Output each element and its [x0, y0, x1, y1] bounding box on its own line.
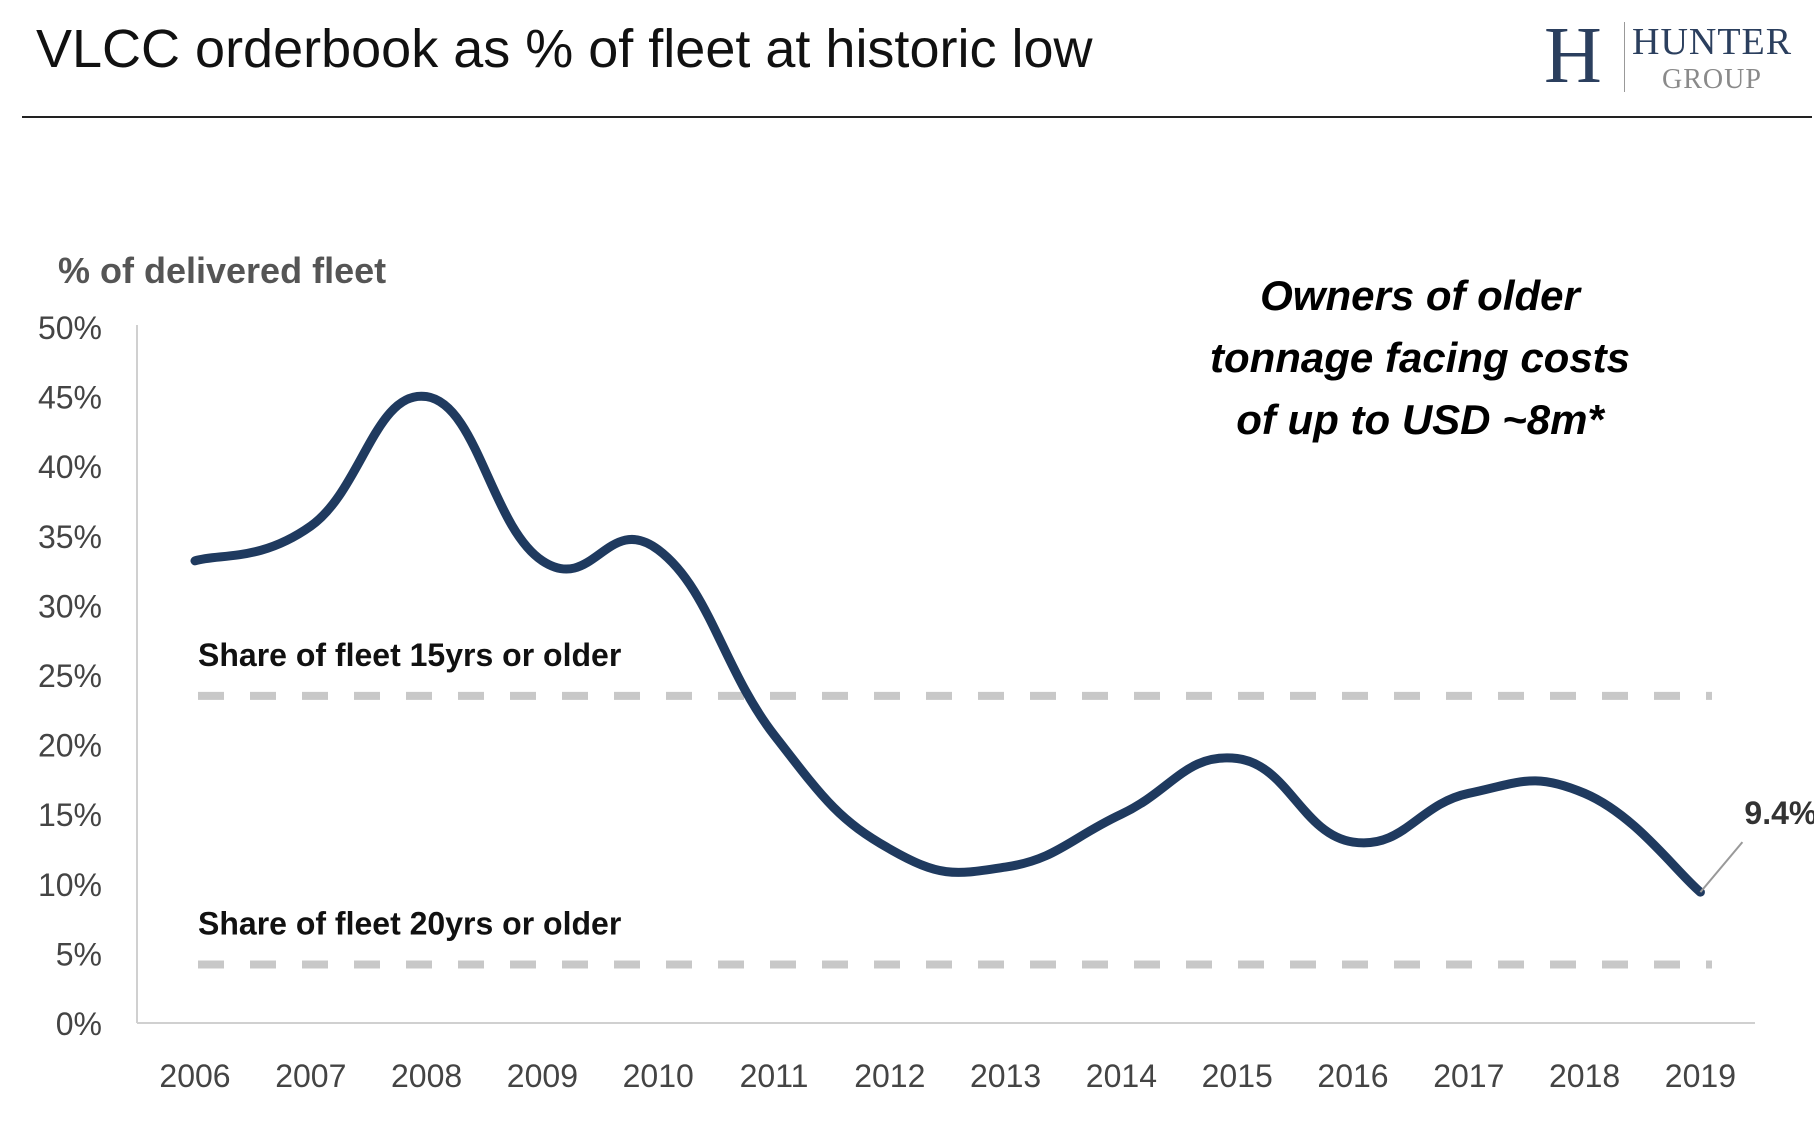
y-tick-label: 50%: [38, 310, 102, 346]
y-tick-label: 5%: [56, 936, 102, 972]
x-tick-label: 2006: [159, 1058, 230, 1094]
x-tick-label: 2008: [391, 1058, 462, 1094]
title-divider: [22, 116, 1812, 118]
callout-line-1: Owners of older: [1260, 272, 1580, 319]
y-tick-label: 30%: [38, 588, 102, 624]
y-tick-label: 10%: [38, 867, 102, 903]
y-tick-label: 25%: [38, 658, 102, 694]
logo-monogram: H: [1544, 12, 1602, 100]
x-tick-label: 2011: [740, 1058, 809, 1094]
y-tick-label: 15%: [38, 797, 102, 833]
x-tick-label: 2018: [1549, 1058, 1620, 1094]
x-tick-label: 2009: [507, 1058, 578, 1094]
y-tick-label: 20%: [38, 728, 102, 764]
x-tick-label: 2013: [970, 1058, 1041, 1094]
reference-label-20yrs: Share of fleet 20yrs or older: [198, 906, 621, 942]
logo-name-line2: GROUP: [1662, 64, 1762, 95]
callout-text: Owners of older tonnage facing costs of …: [1140, 265, 1700, 451]
hunter-group-logo: H HUNTER GROUP: [1540, 12, 1810, 100]
end-label-leader: [1699, 841, 1744, 893]
x-tick-label: 2016: [1317, 1058, 1388, 1094]
orderbook-series-line: [190, 391, 1705, 897]
logo-name-line1: HUNTER: [1632, 21, 1793, 63]
logo-divider: [1624, 22, 1625, 92]
y-axis-label: % of delivered fleet: [58, 250, 386, 291]
y-tick-label: 35%: [38, 519, 102, 555]
x-tick-label: 2015: [1202, 1058, 1273, 1094]
x-tick-label: 2017: [1433, 1058, 1504, 1094]
x-tick-label: 2012: [854, 1058, 925, 1094]
reference-label-15yrs: Share of fleet 15yrs or older: [198, 637, 621, 673]
callout-line-2: tonnage facing costs: [1209, 334, 1631, 381]
y-tick-label: 0%: [56, 1006, 102, 1042]
x-tick-label: 2010: [623, 1058, 694, 1094]
x-tick-label: 2019: [1665, 1058, 1736, 1094]
y-tick-label: 40%: [38, 449, 102, 485]
page-title: VLCC orderbook as % of fleet at historic…: [36, 19, 1093, 79]
x-tick-label: 2007: [275, 1058, 346, 1094]
callout-line-3: of up to USD ~8m*: [1236, 396, 1604, 443]
end-value-label: 9.4%: [1744, 795, 1814, 831]
x-tick-label: 2014: [1086, 1058, 1157, 1094]
y-tick-label: 45%: [38, 380, 102, 416]
